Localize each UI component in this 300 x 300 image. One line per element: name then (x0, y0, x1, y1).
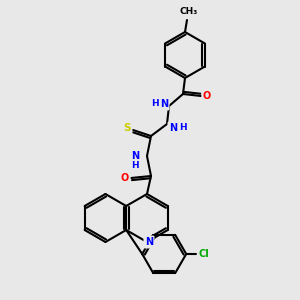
Text: O: O (203, 91, 211, 101)
Text: H: H (131, 161, 139, 170)
Text: N: N (169, 123, 177, 133)
Text: N: N (160, 99, 168, 109)
Text: Cl: Cl (199, 249, 210, 259)
Text: CH₃: CH₃ (180, 8, 198, 16)
Text: H: H (151, 100, 159, 109)
Text: O: O (121, 173, 129, 183)
Text: H: H (179, 124, 187, 133)
Text: N: N (145, 237, 153, 247)
Text: N: N (131, 151, 139, 161)
Text: S: S (123, 123, 131, 133)
